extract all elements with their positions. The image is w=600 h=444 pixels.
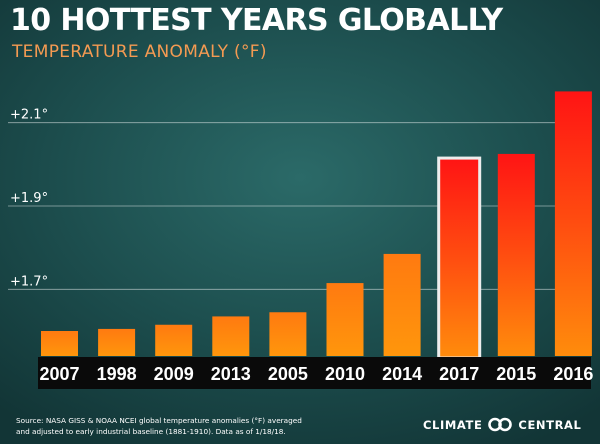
x-tick-label-2017: 2017 [439,364,479,384]
bar-2009 [155,324,193,356]
source-line-2: and adjusted to early industrial baselin… [16,427,286,436]
x-tick-label-1998: 1998 [97,364,137,384]
source-line-1: Source: NASA GISS & NOAA NCEI global tem… [16,416,302,425]
x-tick-label-2013: 2013 [211,364,251,384]
chart-subtitle: TEMPERATURE ANOMALY (°F) [12,42,267,62]
bar-2014 [383,253,421,356]
x-tick-label-2015: 2015 [496,364,536,384]
bar-2015 [497,153,535,356]
bar-2016 [554,91,592,357]
x-tick-label-2010: 2010 [325,364,365,384]
bar-2007 [41,331,78,356]
bar-2013 [212,316,250,356]
chart-title: 10 HOTTEST YEARS GLOBALLY [10,3,503,38]
x-tick-label-2014: 2014 [382,364,422,384]
bar-2005 [269,312,307,356]
linked-rings-icon [488,417,513,432]
bar-2017 [437,156,482,360]
brand-text-left: CLIMATE [423,417,483,432]
y-tick-label: +1.7° [10,274,48,289]
climate-central-logo: CLIMATE CENTRAL [423,417,581,432]
source-note: Source: NASA GISS & NOAA NCEI global tem… [16,415,376,437]
x-tick-label-2005: 2005 [268,364,308,384]
bar-2010 [326,283,364,356]
y-tick-label: +1.9° [10,191,48,206]
y-tick-label: +2.1° [10,108,48,123]
x-tick-label-2016: 2016 [553,364,593,384]
bar-1998 [98,328,136,356]
brand-text-right: CENTRAL [518,417,582,432]
x-tick-label-2007: 2007 [39,364,79,384]
x-tick-label-2009: 2009 [154,364,194,384]
x-axis-band [38,357,591,389]
